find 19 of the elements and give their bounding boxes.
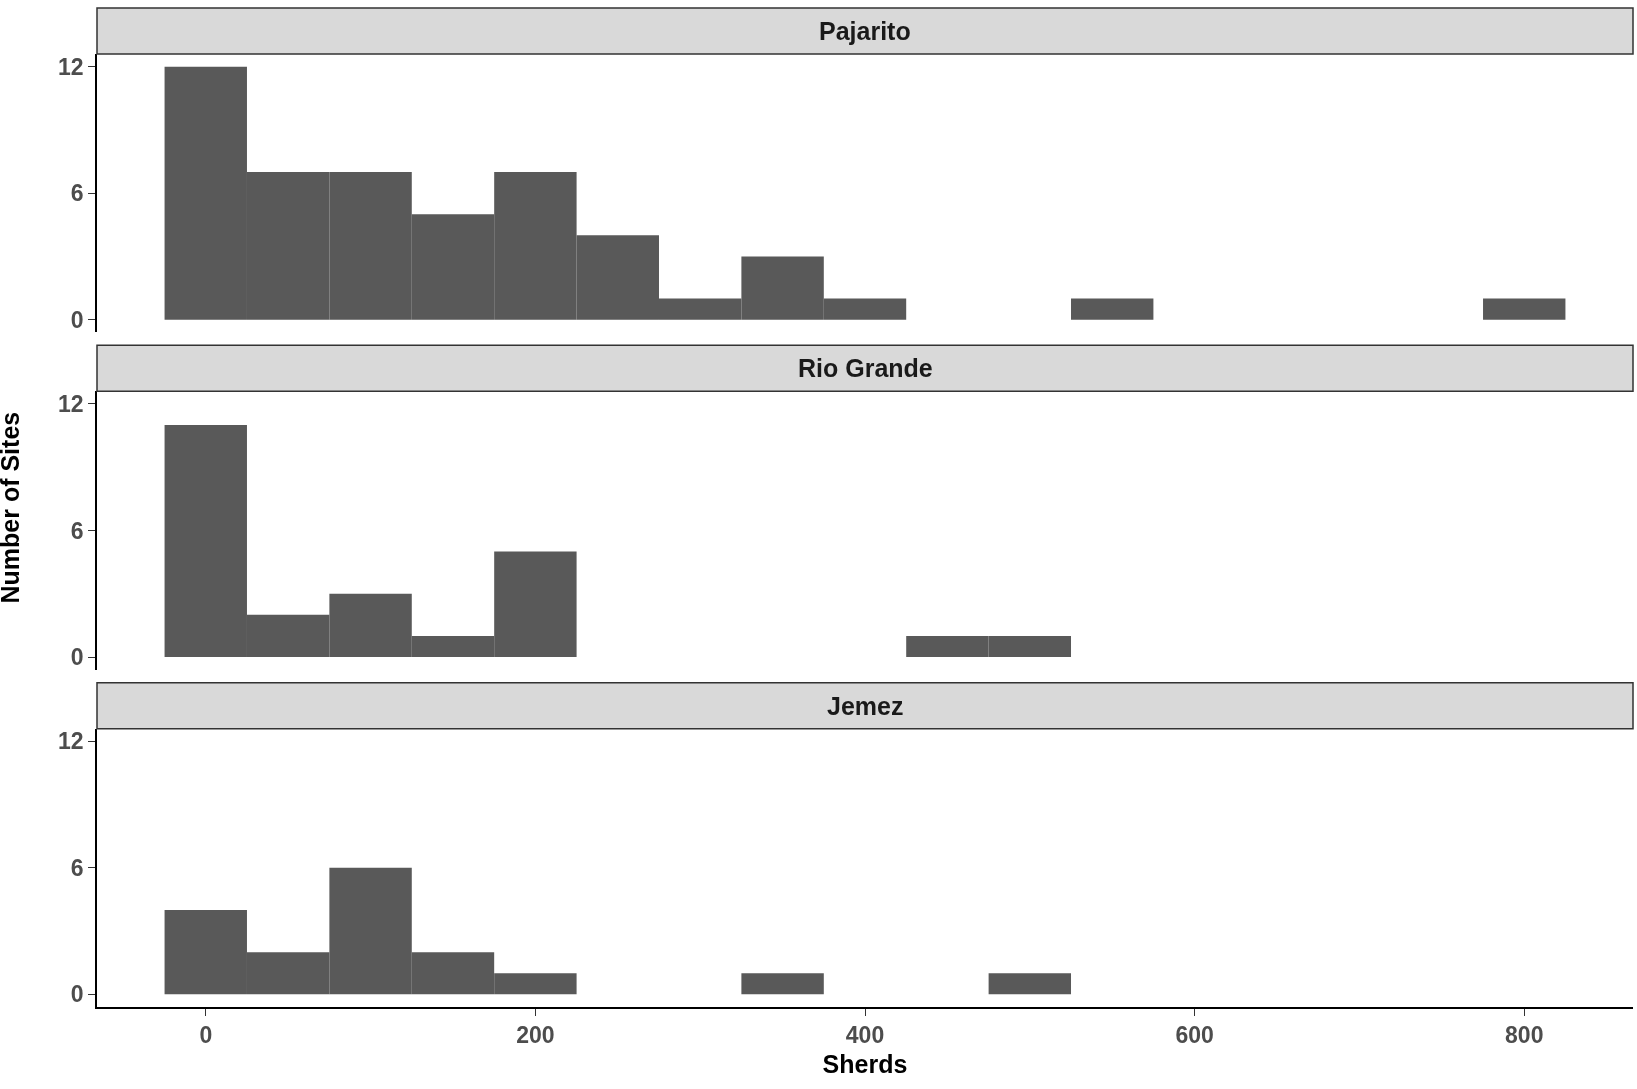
x-tick-label: 0: [199, 1022, 213, 1049]
x-tick-label: 600: [1175, 1022, 1214, 1049]
chart-title: Pajarito: [819, 17, 911, 45]
y-tick-label: 12: [58, 728, 84, 755]
chart-title: Rio Grande: [798, 354, 933, 382]
y-tick-label: 0: [70, 644, 84, 671]
y-tick-label: 0: [70, 981, 84, 1008]
y-tick-label: 12: [58, 53, 84, 80]
y-tick-label: 6: [70, 854, 84, 881]
y-tick-label: 0: [70, 306, 84, 333]
x-tick-label: 400: [845, 1022, 885, 1049]
y-axis-title: Number of Sites: [0, 411, 24, 604]
chart-title: Jemez: [827, 692, 904, 720]
y-tick-label: 12: [58, 391, 84, 418]
x-tick-label: 800: [1505, 1022, 1544, 1049]
x-tick-label: 200: [516, 1022, 555, 1049]
y-tick-label: 6: [70, 180, 84, 207]
x-axis-title: Sherds: [822, 1049, 908, 1078]
y-tick-label: 6: [70, 517, 84, 544]
